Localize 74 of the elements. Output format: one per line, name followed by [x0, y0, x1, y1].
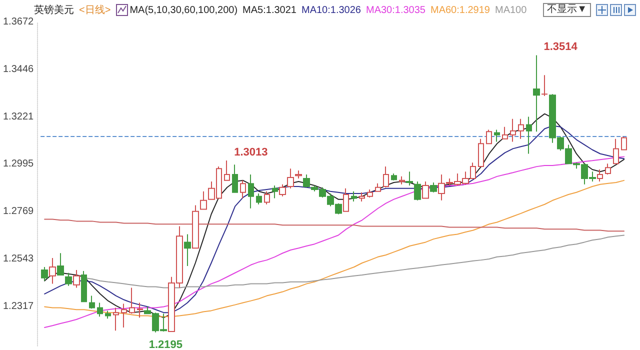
- candlestick: [510, 118, 516, 142]
- legend-title: MA(5,10,30,60,100,200): [130, 4, 238, 16]
- candlestick: [613, 138, 619, 164]
- candlestick: [343, 188, 349, 212]
- candlestick: [121, 303, 127, 328]
- candlestick: [129, 287, 135, 314]
- text: MA10:1.3026: [301, 4, 361, 16]
- text: MA5:1.3021: [242, 4, 296, 16]
- candlestick: [272, 184, 278, 199]
- y-tick-label: 1.2317: [2, 301, 34, 312]
- candlestick: [351, 190, 357, 202]
- candlestick: [184, 234, 191, 266]
- text: 不显示▼: [543, 3, 591, 17]
- candlestick: [200, 190, 207, 210]
- candlestick: [375, 182, 381, 192]
- candlestick: [430, 182, 437, 193]
- candlestick: [605, 163, 611, 176]
- candlestick: [359, 192, 365, 202]
- candlestick: [105, 310, 111, 320]
- candlestick: [89, 295, 95, 310]
- candlestick: [406, 171, 413, 186]
- chart-title: 英镑美元: [34, 4, 74, 17]
- candlestick: [295, 170, 302, 180]
- candlestick: [232, 164, 238, 193]
- candlestick: [287, 168, 294, 189]
- candlestick: [192, 204, 199, 249]
- y-tick-label: 1.3221: [2, 111, 34, 122]
- line-series: [44, 218, 625, 232]
- candlestick: [414, 180, 421, 201]
- annotation: 1.2195: [148, 338, 183, 350]
- line-series: [44, 180, 625, 318]
- line-series: [44, 156, 625, 328]
- candlestick: [502, 126, 508, 140]
- candlestick: [264, 190, 270, 205]
- chart-subtitle: <日线>: [79, 4, 111, 17]
- candlestick: [137, 302, 143, 318]
- text: MA60:1.2919: [430, 4, 490, 16]
- annotation: 1.3514: [544, 41, 578, 54]
- annotation: 1.3013: [234, 146, 268, 158]
- candlestick: [41, 266, 48, 282]
- candlestick: [256, 192, 262, 205]
- candlestick: [422, 180, 429, 199]
- candlestick: [367, 188, 373, 198]
- candlestick: [65, 272, 72, 286]
- candlestick: [518, 118, 524, 140]
- candlestick: [621, 136, 627, 150]
- y-tick-label: 1.2769: [2, 206, 34, 218]
- candlestick: [486, 129, 492, 144]
- candlestick: [533, 54, 540, 132]
- candlestick: [279, 184, 286, 197]
- candlestick: [49, 257, 56, 284]
- candlestick: [73, 269, 80, 288]
- text: MA100: [494, 4, 527, 16]
- y-tick-label: 1.2543: [2, 254, 34, 265]
- candlestick: [494, 129, 500, 142]
- candlestick: [383, 166, 389, 188]
- candlestick: [597, 169, 603, 182]
- candlestick: [57, 252, 64, 276]
- candlestick: [248, 174, 254, 209]
- y-tick-label: 1.2995: [2, 158, 34, 170]
- candlestick: [240, 180, 246, 199]
- candlestick: [97, 302, 103, 318]
- y-tick-label: 1.3672: [2, 16, 34, 28]
- candlestick: [541, 74, 548, 96]
- candlestick: [224, 160, 230, 181]
- candlestick: [399, 176, 405, 185]
- candlestick: [303, 174, 310, 188]
- candlestick: [113, 307, 119, 332]
- candlestick: [81, 270, 87, 302]
- candlestick: [391, 172, 397, 181]
- y-tick-label: 1.3446: [2, 64, 34, 75]
- text: MA30:1.3035: [366, 4, 426, 16]
- candlestick: [478, 138, 484, 168]
- candlestick: [526, 116, 532, 154]
